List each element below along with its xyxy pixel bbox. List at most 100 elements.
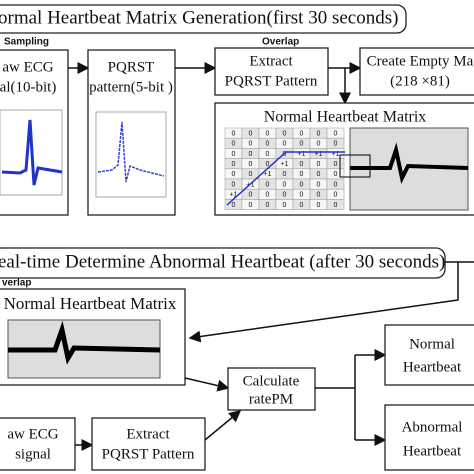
normal-box <box>384 324 474 386</box>
box-text: PQRST Pattern <box>225 73 318 89</box>
grid-value: 0 <box>266 202 270 209</box>
grid-value: +1 <box>315 151 323 158</box>
box-text: PQRST <box>108 59 155 75</box>
arrow <box>204 410 242 441</box>
grid-cell <box>326 199 345 210</box>
label: Sampling <box>4 37 49 48</box>
label: verlap <box>2 278 31 289</box>
create-matrix-box <box>359 47 474 96</box>
grid-value: 0 <box>249 161 253 168</box>
grid-value: 0 <box>300 192 304 199</box>
box-text: Extract <box>126 426 170 442</box>
grid-value: 0 <box>266 151 270 158</box>
grid-value: +1 <box>281 161 289 168</box>
grid-value: 0 <box>232 151 236 158</box>
grid-value: 0 <box>317 161 321 168</box>
grid-value: 0 <box>266 161 270 168</box>
grid-value: 0 <box>317 130 321 137</box>
grid-value: 0 <box>232 141 236 148</box>
ecg-trace <box>1 119 63 186</box>
box-text: Create Empty Ma <box>367 53 474 69</box>
plot-frame <box>95 111 167 198</box>
section-title-box <box>0 4 407 34</box>
plot-frame <box>0 109 63 196</box>
grid-value: 0 <box>266 130 270 137</box>
box-title: Normal Heartbeat Matrix <box>264 109 427 126</box>
box-text: pattern(5-bit ) <box>89 79 173 95</box>
box-text: (218 ×81) <box>390 73 450 89</box>
grid-value: 0 <box>334 130 338 137</box>
grid-value: 0 <box>300 202 304 209</box>
grid-value: 0 <box>249 202 253 209</box>
grid-value: +1 <box>247 181 255 188</box>
matrix-grid: 0 0 0 0 0 0 0 0 0 0 0 0 0 0 0 0 0 0 +1 +1 +1 0 0 0 +1 0 0 0 0 0 +1 0 0 0 0… <box>224 127 345 210</box>
section-title: ormal Heartbeat Matrix Generation(first … <box>0 7 398 28</box>
grid-value: 0 <box>266 192 270 199</box>
grid-value: 0 <box>300 181 304 188</box>
box-title: Normal Heartbeat Matrix <box>4 294 177 313</box>
grid-value: 0 <box>283 192 287 199</box>
grid-value: 0 <box>334 171 338 178</box>
grid-value: 0 <box>232 130 236 137</box>
label: Overlap <box>262 37 299 48</box>
highlight <box>339 154 371 178</box>
grid-value: +1 <box>332 151 340 158</box>
grid-value: 0 <box>300 141 304 148</box>
raw-ecg-box <box>0 49 69 216</box>
grid-value: 0 <box>266 141 270 148</box>
calculate-box <box>227 367 316 411</box>
grid-value: 0 <box>266 181 270 188</box>
grid-value: 0 <box>249 171 253 178</box>
grid-value: +1 <box>230 192 238 199</box>
ecg-trace <box>97 121 165 183</box>
box-text: Heartbeat <box>403 443 462 459</box>
grid-value: 0 <box>232 202 236 209</box>
grid-value: 0 <box>283 141 287 148</box>
box-text: aw ECG <box>2 59 53 75</box>
box-text: al(10-bit) <box>0 79 56 95</box>
grid-value: 0 <box>232 181 236 188</box>
box-text: aw ECG <box>7 426 58 442</box>
box-text: Normal <box>409 336 455 352</box>
grid-value: 0 <box>283 171 287 178</box>
ecg-trace <box>8 320 161 365</box>
grid-value: 0 <box>317 192 321 199</box>
grid-value: 0 <box>334 141 338 148</box>
ecg-trace <box>350 142 469 184</box>
section-title: eal-time Determine Abnormal Heartbeat (a… <box>0 251 445 272</box>
box-text: Extract <box>249 53 293 69</box>
grid-value: 0 <box>283 202 287 209</box>
grid-value: 0 <box>232 171 236 178</box>
grid-value: 0 <box>334 192 338 199</box>
grid-value: 0 <box>283 151 287 158</box>
grid-value: 0 <box>283 130 287 137</box>
grid-value: 0 <box>300 171 304 178</box>
grid-value: 0 <box>334 161 338 168</box>
extract-box <box>91 417 206 471</box>
pattern-line <box>226 151 345 206</box>
arrow <box>184 377 230 392</box>
grid-value: 0 <box>317 202 321 209</box>
grid-value: 0 <box>334 202 338 209</box>
arrow <box>188 262 459 343</box>
grid-value: 0 <box>317 181 321 188</box>
box-text: Abnormal <box>402 419 463 435</box>
grid-value: 0 <box>300 161 304 168</box>
box-text: ratePM <box>249 391 293 407</box>
grid-value: 0 <box>300 130 304 137</box>
grid-value: 0 <box>249 141 253 148</box>
extract-box <box>214 47 329 96</box>
grid-value: +1 <box>298 151 306 158</box>
pqrst-box <box>87 49 176 216</box>
section-title-box <box>0 247 446 279</box>
raw-ecg-box <box>0 417 76 471</box>
grid-value: +1 <box>264 171 272 178</box>
grid-value: 0 <box>334 181 338 188</box>
grid-value: 0 <box>232 161 236 168</box>
grid-value: 0 <box>317 171 321 178</box>
grid-value: 0 <box>249 192 253 199</box>
abnormal-box <box>384 404 474 471</box>
grid-value: 0 <box>283 181 287 188</box>
box-text: Heartbeat <box>403 359 462 375</box>
